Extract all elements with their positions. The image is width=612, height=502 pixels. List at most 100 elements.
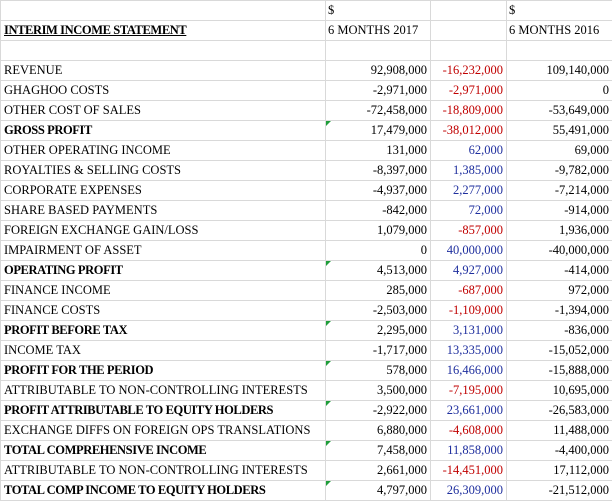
value-2016-cell[interactable]: -7,214,000	[506, 180, 612, 201]
change-value-cell[interactable]: -14,451,000	[430, 460, 507, 481]
value-2016-cell[interactable]: 972,000	[506, 280, 612, 301]
value-2016-cell[interactable]: -15,888,000	[506, 360, 612, 381]
value-2016-cell[interactable]: -15,052,000	[506, 340, 612, 361]
value-2016-cell[interactable]: -40,000,000	[506, 240, 612, 261]
change-value-cell[interactable]: 26,309,000	[430, 480, 507, 501]
value-2017-cell[interactable]: 131,000	[325, 140, 431, 161]
change-value-cell[interactable]: -16,232,000	[430, 60, 507, 81]
change-value-cell[interactable]: -7,195,000	[430, 380, 507, 401]
change-value-cell[interactable]: -4,608,000	[430, 420, 507, 441]
line-item-label-cell[interactable]: CORPORATE EXPENSES	[0, 180, 326, 201]
empty-cell[interactable]	[506, 40, 612, 61]
value-2016-cell[interactable]: 0	[506, 80, 612, 101]
change-value-cell[interactable]: -18,809,000	[430, 100, 507, 121]
value-2017-cell[interactable]: -1,717,000	[325, 340, 431, 361]
change-value-cell[interactable]: 3,131,000	[430, 320, 507, 341]
empty-cell[interactable]	[0, 0, 326, 21]
line-item-label-cell[interactable]: PROFIT ATTRIBUTABLE TO EQUITY HOLDERS	[0, 400, 326, 421]
change-value-cell[interactable]: 16,466,000	[430, 360, 507, 381]
value-2017-cell[interactable]: -2,503,000	[325, 300, 431, 321]
value-2016-cell[interactable]: 55,491,000	[506, 120, 612, 141]
value-2017-cell[interactable]: -842,000	[325, 200, 431, 221]
line-item-label-cell[interactable]: IMPAIRMENT OF ASSET	[0, 240, 326, 261]
change-value-cell[interactable]: 13,335,000	[430, 340, 507, 361]
line-item-label-cell[interactable]: ATTRIBUTABLE TO NON-CONTROLLING INTEREST…	[0, 460, 326, 481]
value-2017-cell[interactable]: 3,500,000	[325, 380, 431, 401]
empty-cell[interactable]	[430, 20, 507, 41]
value-2016-cell[interactable]: -914,000	[506, 200, 612, 221]
line-item-label-cell[interactable]: PROFIT FOR THE PERIOD	[0, 360, 326, 381]
line-item-label-cell[interactable]: GROSS PROFIT	[0, 120, 326, 141]
empty-cell[interactable]	[325, 40, 431, 61]
change-value-cell[interactable]: 11,858,000	[430, 440, 507, 461]
value-2016-cell[interactable]: -26,583,000	[506, 400, 612, 421]
line-item-label-cell[interactable]: FINANCE COSTS	[0, 300, 326, 321]
value-2016-cell[interactable]: -9,782,000	[506, 160, 612, 181]
empty-cell[interactable]	[430, 40, 507, 61]
value-2017-cell[interactable]: 7,458,000	[325, 440, 431, 461]
change-value-cell[interactable]: 2,277,000	[430, 180, 507, 201]
line-item-label-cell[interactable]: TOTAL COMP INCOME TO EQUITY HOLDERS	[0, 480, 326, 501]
line-item-label-cell[interactable]: ROYALTIES & SELLING COSTS	[0, 160, 326, 181]
value-2017-cell[interactable]: 2,295,000	[325, 320, 431, 341]
period-2016-header-cell[interactable]: 6 MONTHS 2016	[506, 20, 612, 41]
line-item-label-cell[interactable]: TOTAL COMPREHENSIVE INCOME	[0, 440, 326, 461]
value-2016-cell[interactable]: 17,112,000	[506, 460, 612, 481]
value-2016-cell[interactable]: -1,394,000	[506, 300, 612, 321]
line-item-label-cell[interactable]: OTHER OPERATING INCOME	[0, 140, 326, 161]
change-value-cell[interactable]: 23,661,000	[430, 400, 507, 421]
value-2016-cell[interactable]: -53,649,000	[506, 100, 612, 121]
change-value-cell[interactable]: 62,000	[430, 140, 507, 161]
line-item-label-cell[interactable]: SHARE BASED PAYMENTS	[0, 200, 326, 221]
change-value-cell[interactable]: 4,927,000	[430, 260, 507, 281]
line-item-label-cell[interactable]: OPERATING PROFIT	[0, 260, 326, 281]
line-item-label-cell[interactable]: OTHER COST OF SALES	[0, 100, 326, 121]
line-item-label-cell[interactable]: FOREIGN EXCHANGE GAIN/LOSS	[0, 220, 326, 241]
value-2017-cell[interactable]: 6,880,000	[325, 420, 431, 441]
change-value-cell[interactable]: -38,012,000	[430, 120, 507, 141]
value-2017-cell[interactable]: -8,397,000	[325, 160, 431, 181]
value-2017-cell[interactable]: 4,513,000	[325, 260, 431, 281]
value-2016-cell[interactable]: 1,936,000	[506, 220, 612, 241]
value-2017-cell[interactable]: 285,000	[325, 280, 431, 301]
line-item-label-cell[interactable]: FINANCE INCOME	[0, 280, 326, 301]
value-2016-cell[interactable]: 10,695,000	[506, 380, 612, 401]
currency-2016-cell[interactable]: $	[506, 0, 612, 21]
change-value-cell[interactable]: 40,000,000	[430, 240, 507, 261]
value-2017-cell[interactable]: -2,922,000	[325, 400, 431, 421]
value-2017-cell[interactable]: 92,908,000	[325, 60, 431, 81]
value-2017-cell[interactable]: -2,971,000	[325, 80, 431, 101]
value-2016-cell[interactable]: 11,488,000	[506, 420, 612, 441]
statement-title-cell[interactable]: INTERIM INCOME STATEMENT	[0, 20, 326, 41]
value-2017-cell[interactable]: 4,797,000	[325, 480, 431, 501]
line-item-label-cell[interactable]: EXCHANGE DIFFS ON FOREIGN OPS TRANSLATIO…	[0, 420, 326, 441]
value-2017-cell[interactable]: 578,000	[325, 360, 431, 381]
value-2016-cell[interactable]: -414,000	[506, 260, 612, 281]
line-item-label-cell[interactable]: PROFIT BEFORE TAX	[0, 320, 326, 341]
change-value-cell[interactable]: -857,000	[430, 220, 507, 241]
change-value-cell[interactable]: -1,109,000	[430, 300, 507, 321]
value-2017-cell[interactable]: -72,458,000	[325, 100, 431, 121]
change-value-cell[interactable]: -687,000	[430, 280, 507, 301]
line-item-label-cell[interactable]: ATTRIBUTABLE TO NON-CONTROLLING INTEREST…	[0, 380, 326, 401]
value-2017-cell[interactable]: 17,479,000	[325, 120, 431, 141]
period-2017-header-cell[interactable]: 6 MONTHS 2017	[325, 20, 431, 41]
line-item-label-cell[interactable]: INCOME TAX	[0, 340, 326, 361]
value-2017-cell[interactable]: 2,661,000	[325, 460, 431, 481]
value-2017-cell[interactable]: 1,079,000	[325, 220, 431, 241]
change-value-cell[interactable]: 72,000	[430, 200, 507, 221]
line-item-label-cell[interactable]: GHAGHOO COSTS	[0, 80, 326, 101]
value-2017-cell[interactable]: 0	[325, 240, 431, 261]
value-2016-cell[interactable]: 69,000	[506, 140, 612, 161]
currency-2017-cell[interactable]: $	[325, 0, 431, 21]
line-item-label-cell[interactable]: REVENUE	[0, 60, 326, 81]
value-2016-cell[interactable]: -836,000	[506, 320, 612, 341]
change-value-cell[interactable]: 1,385,000	[430, 160, 507, 181]
empty-cell[interactable]	[430, 0, 507, 21]
value-2016-cell[interactable]: 109,140,000	[506, 60, 612, 81]
empty-cell[interactable]	[0, 40, 326, 61]
value-2016-cell[interactable]: -21,512,000	[506, 480, 612, 501]
change-value-cell[interactable]: -2,971,000	[430, 80, 507, 101]
value-2017-cell[interactable]: -4,937,000	[325, 180, 431, 201]
value-2016-cell[interactable]: -4,400,000	[506, 440, 612, 461]
